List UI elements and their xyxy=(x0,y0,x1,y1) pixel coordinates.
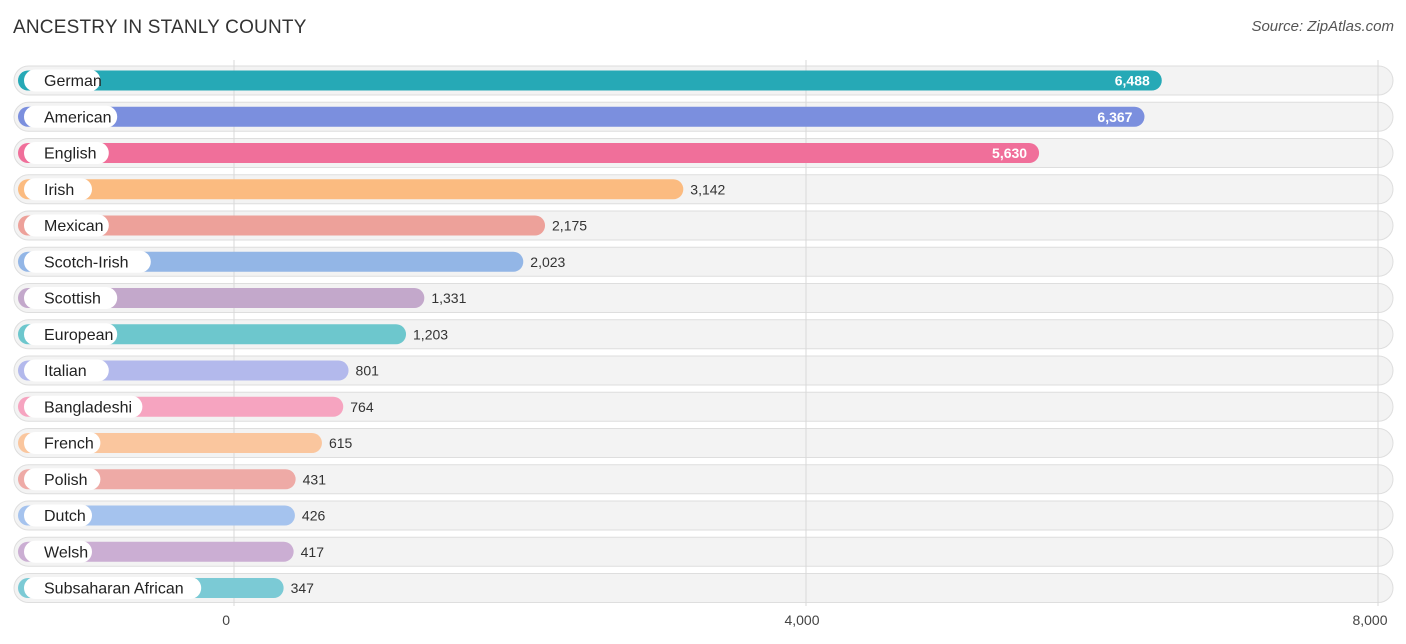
chart-title: ANCESTRY IN STANLY COUNTY xyxy=(13,17,307,38)
category-pill xyxy=(24,323,118,346)
source-credit: Source: ZipAtlas.com xyxy=(1251,18,1394,35)
row-background xyxy=(13,428,1394,458)
value-label: 2,175 xyxy=(552,218,587,234)
bar xyxy=(18,70,1162,91)
category-label: German xyxy=(44,73,102,90)
x-tick-label: 8,000 xyxy=(1352,612,1387,628)
category-pill xyxy=(24,69,101,92)
category-pill xyxy=(24,577,202,599)
bar xyxy=(18,288,425,308)
category-label: Polish xyxy=(44,472,88,489)
value-label: 347 xyxy=(291,580,315,596)
category-label: Subsaharan African xyxy=(44,581,184,598)
category-label: Scottish xyxy=(44,291,101,308)
value-label: 1,203 xyxy=(413,326,448,342)
row-background xyxy=(13,500,1394,531)
bar xyxy=(18,215,546,236)
category-label: Mexican xyxy=(44,218,104,235)
category-label: Welsh xyxy=(44,544,88,561)
category-pill xyxy=(24,105,118,128)
value-label: 417 xyxy=(301,544,325,560)
value-label: 431 xyxy=(303,471,327,487)
bar xyxy=(18,106,1145,127)
category-pill xyxy=(24,250,151,273)
category-pill xyxy=(24,214,109,237)
category-label: Scotch-Irish xyxy=(44,254,128,271)
category-label: English xyxy=(44,146,96,163)
category-label: French xyxy=(44,436,94,453)
value-label: 6,367 xyxy=(1097,109,1132,125)
value-label: 2,023 xyxy=(530,254,565,270)
category-pill xyxy=(24,468,101,491)
category-pill xyxy=(24,178,92,201)
row-background xyxy=(13,355,1394,386)
value-label: 801 xyxy=(356,363,380,379)
category-pill xyxy=(24,287,118,309)
category-label: Italian xyxy=(44,363,87,380)
category-label: Irish xyxy=(44,182,74,199)
bar xyxy=(18,179,684,200)
value-label: 764 xyxy=(350,399,374,415)
category-pill xyxy=(24,395,143,418)
row-background xyxy=(13,464,1394,495)
category-pill xyxy=(24,432,101,454)
category-label: American xyxy=(44,109,112,126)
value-label: 3,142 xyxy=(690,181,725,197)
category-label: Dutch xyxy=(44,508,86,525)
category-label: European xyxy=(44,327,113,344)
value-label: 426 xyxy=(302,508,326,524)
category-pill xyxy=(24,359,109,382)
row-background xyxy=(13,391,1394,422)
row-background xyxy=(13,536,1394,567)
value-label: 615 xyxy=(329,435,353,451)
row-background xyxy=(13,573,1394,603)
bar xyxy=(18,143,1040,163)
value-label: 6,488 xyxy=(1115,73,1150,89)
value-label: 1,331 xyxy=(431,290,466,306)
x-tick-label: 4,000 xyxy=(784,612,819,628)
category-pill xyxy=(24,142,109,164)
x-tick-label: 0 xyxy=(222,612,230,628)
value-label: 5,630 xyxy=(992,145,1027,161)
category-label: Bangladeshi xyxy=(44,399,132,416)
category-pill xyxy=(24,504,92,527)
category-pill xyxy=(24,540,92,563)
